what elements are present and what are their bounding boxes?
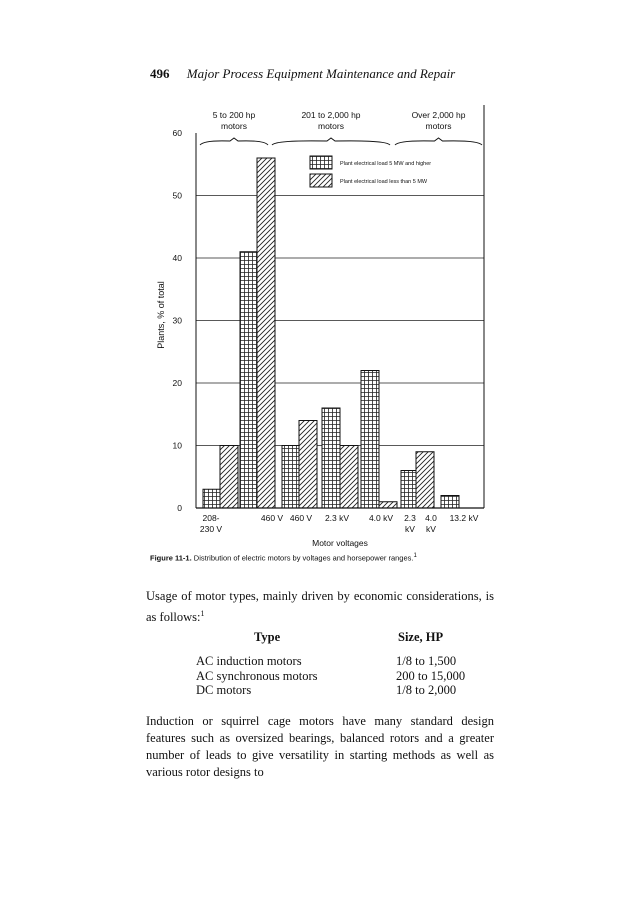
body-paragraph: Induction or squirrel cage motors have m… [146,714,494,779]
y-tick-label: 40 [173,253,183,263]
intro-paragraph: Usage of motor types, mainly driven by e… [146,588,494,626]
bar-load-5mw-plus [360,370,380,509]
motor-size: 1/8 to 2,000 [396,683,457,697]
x-tick-label: kV [426,524,436,534]
legend-label: Plant electrical load less than 5 MW [340,179,428,185]
col-type-header: Type [254,630,281,644]
x-tick-label: 2.3 [404,513,416,523]
bar-load-5mw-plus [202,488,222,509]
group-brace [271,137,391,146]
motor-type: AC synchronous motors [196,668,318,683]
legend-label: Plant electrical load 5 MW and higher [340,161,431,167]
y-tick-label: 10 [173,441,183,451]
bar-load-under-5mw [219,445,239,509]
axes [195,105,485,509]
bar-load-5mw-plus [440,495,460,509]
bar-load-under-5mw [378,501,398,509]
group-brace [394,137,483,146]
page-number: 496 [150,66,170,81]
x-tick-label: 4.0 [425,513,437,523]
bar-load-5mw-plus [321,407,341,509]
x-tick-label: 208- [202,513,219,523]
table-header: Type Size, HP [196,630,496,654]
table-row: AC synchronous motors 200 to 15,000 [196,669,496,684]
intro-ref: 1 [200,609,205,618]
motor-size: 200 to 15,000 [396,668,466,683]
table-row: DC motors 1/8 to 2,000 [196,683,496,698]
y-axis-title: Plants, % of total [156,281,166,349]
group-label: 201 to 2,000 hp [301,110,360,120]
y-tick-label: 20 [173,378,183,388]
legend-swatch-hatch [309,173,333,188]
y-tick-label: 50 [173,191,183,201]
bar-load-under-5mw [339,445,359,509]
x-tick-label: 2.3 kV [325,513,349,523]
x-tick-label: 230 V [200,524,223,534]
figure-label: Figure 11-1. [150,553,192,563]
caption-text: Distribution of electric motors by volta… [191,553,414,563]
group-label: motors [426,121,452,131]
x-tick-label: 13.2 kV [450,513,479,523]
y-tick-label: 60 [173,128,183,138]
bar-load-under-5mw [298,420,318,509]
bar-load-under-5mw [415,451,435,509]
y-tick-label: 0 [177,503,182,513]
table-row: AC induction motors 1/8 to 1,500 [196,654,496,669]
bar-load-5mw-plus [239,251,259,509]
group-label: Over 2,000 hp [412,110,466,120]
bar-load-under-5mw [256,157,276,509]
page-header: 496 Major Process Equipment Maintenance … [150,66,455,82]
x-tick-label: 460 V [290,513,313,523]
group-label: motors [221,121,247,131]
motor-type: DC motors [196,683,252,697]
figure-caption: Figure 11-1. Distribution of electric mo… [150,553,417,563]
legend-swatch-grid [309,155,333,170]
motor-type: AC induction motors [196,654,302,668]
bars [202,157,460,509]
running-title: Major Process Equipment Maintenance and … [186,66,456,81]
x-tick-label: 460 V [261,513,284,523]
caption-ref: 1 [413,553,417,559]
x-tick-label: kV [405,524,415,534]
y-tick-label: 30 [173,316,183,326]
group-label: 5 to 200 hp [213,110,256,120]
col-size-header: Size, HP [398,630,444,644]
group-brace [199,137,269,146]
motor-size: 1/8 to 1,500 [396,654,457,668]
x-axis-title: Motor voltages [312,538,368,548]
motor-type-table: Type Size, HP AC induction motors 1/8 to… [196,630,496,698]
x-tick-label: 4.0 kV [369,513,393,523]
bar-load-5mw-plus [281,445,301,509]
group-label: motors [318,121,344,131]
intro-text: Usage of motor types, mainly driven by e… [146,589,494,625]
